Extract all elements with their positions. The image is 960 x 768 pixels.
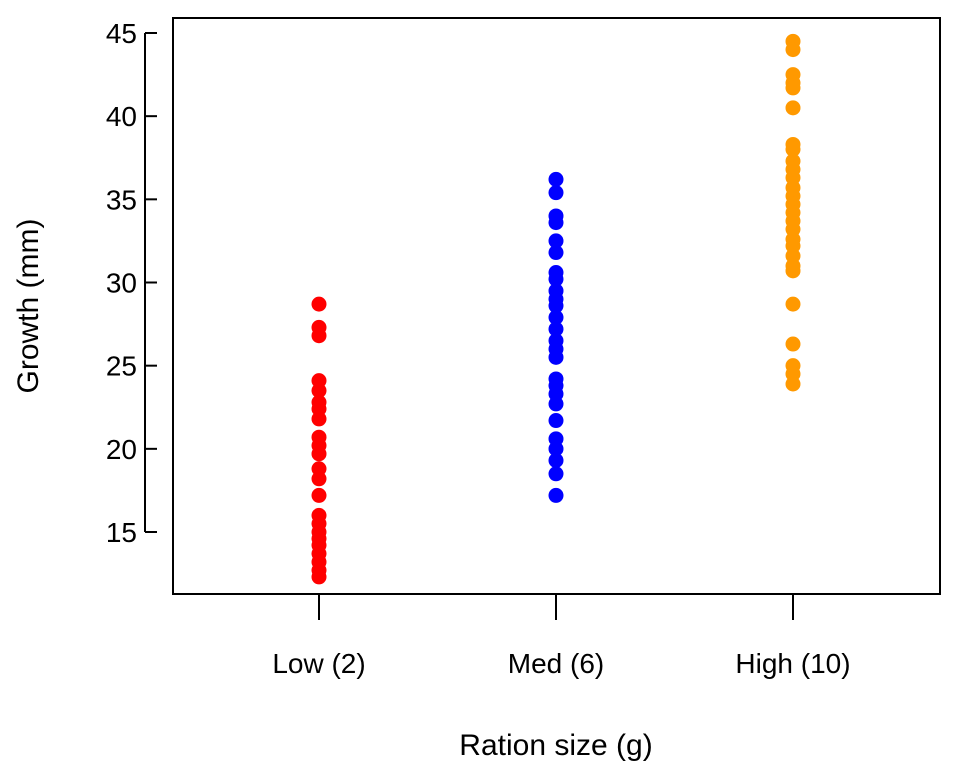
data-point bbox=[311, 296, 327, 312]
data-point bbox=[311, 383, 327, 399]
y-axis: 15 20 25 30 35 40 45 bbox=[106, 18, 157, 548]
data-point bbox=[311, 471, 327, 487]
data-point bbox=[785, 42, 801, 58]
data-point bbox=[548, 245, 564, 261]
x-tick-label: Low (2) bbox=[272, 648, 365, 679]
y-tick-label: 25 bbox=[106, 351, 137, 382]
data-point bbox=[785, 336, 801, 352]
data-point bbox=[311, 487, 327, 503]
x-tick-label: Med (6) bbox=[508, 648, 604, 679]
x-tick-label: High (10) bbox=[735, 648, 850, 679]
data-point bbox=[548, 233, 564, 249]
data-point bbox=[311, 569, 327, 585]
x-axis-title: Ration size (g) bbox=[459, 729, 652, 762]
data-point bbox=[548, 309, 564, 325]
data-point bbox=[785, 141, 801, 157]
data-point bbox=[548, 298, 564, 314]
y-tick-label: 20 bbox=[106, 434, 137, 465]
data-point bbox=[785, 263, 801, 279]
data-point bbox=[548, 185, 564, 201]
data-point bbox=[785, 376, 801, 392]
data-point bbox=[548, 466, 564, 482]
data-point bbox=[785, 80, 801, 96]
y-tick-label: 40 bbox=[106, 101, 137, 132]
data-point bbox=[548, 349, 564, 365]
data-point bbox=[548, 171, 564, 187]
x-axis: Low (2) Med (6) High (10) bbox=[272, 594, 851, 679]
data-point bbox=[311, 446, 327, 462]
data-points bbox=[311, 33, 801, 585]
data-point bbox=[548, 452, 564, 468]
data-point bbox=[548, 215, 564, 231]
data-point bbox=[548, 321, 564, 337]
y-tick-label: 30 bbox=[106, 268, 137, 299]
y-tick-label: 15 bbox=[106, 517, 137, 548]
data-point bbox=[311, 328, 327, 344]
data-point bbox=[548, 396, 564, 412]
data-point bbox=[548, 413, 564, 429]
data-point bbox=[548, 271, 564, 287]
y-axis-title: Growth (mm) bbox=[12, 219, 45, 394]
y-tick-label: 35 bbox=[106, 184, 137, 215]
data-point bbox=[548, 441, 564, 457]
data-point bbox=[548, 487, 564, 503]
data-point bbox=[311, 411, 327, 427]
data-point bbox=[785, 100, 801, 116]
data-point bbox=[785, 296, 801, 312]
y-tick-label: 45 bbox=[106, 18, 137, 49]
